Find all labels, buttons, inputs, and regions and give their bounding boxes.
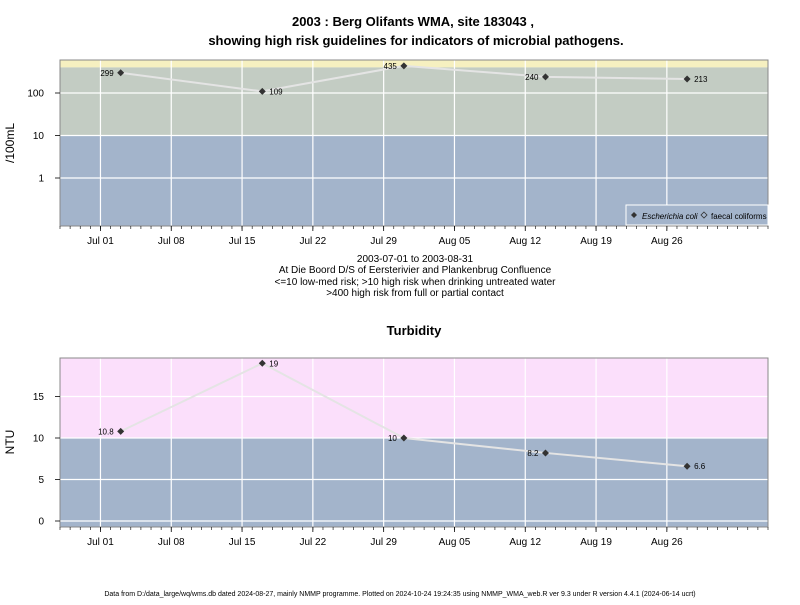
data-label: 8.2 xyxy=(527,449,539,458)
data-label: 299 xyxy=(100,69,114,78)
data-point xyxy=(117,427,125,435)
x-tick-label: Jul 01 xyxy=(87,537,114,548)
legend-marker-ecoli xyxy=(631,212,637,218)
medium-risk-zone xyxy=(60,67,768,136)
x-tick-label: Aug 19 xyxy=(580,236,612,247)
turbidity-title: Turbidity xyxy=(387,323,442,338)
x-tick-label: Jul 22 xyxy=(300,537,327,548)
data-point xyxy=(683,75,691,83)
caption-line-risk2: >400 high risk from full or partial cont… xyxy=(326,288,504,299)
y-axis-label: /100mL xyxy=(3,123,17,163)
x-tick-label: Aug 26 xyxy=(651,537,683,548)
x-tick-label: Aug 26 xyxy=(651,236,683,247)
x-tick-label: Jul 15 xyxy=(229,537,256,548)
data-point xyxy=(258,87,266,95)
legend-item-faecal: faecal coliforms xyxy=(711,212,767,221)
x-tick-label: Jul 29 xyxy=(370,236,397,247)
footer-note: Data from D:/data_large/wq/wms.db dated … xyxy=(104,591,695,598)
x-tick-label: Aug 05 xyxy=(439,537,471,548)
y-axis: 1 10 100 xyxy=(27,89,60,185)
y-tick-label: 15 xyxy=(33,392,45,403)
data-label: 10 xyxy=(388,434,397,443)
data-label: 10.8 xyxy=(98,427,114,436)
grid-lines xyxy=(60,358,768,527)
data-points xyxy=(117,62,691,95)
y-axis: 0 5 10 15 xyxy=(33,392,60,528)
legend: Escherichia coli faecal coliforms xyxy=(625,204,769,226)
data-label: 435 xyxy=(384,62,398,71)
chart-title-line2: showing high risk guidelines for indicat… xyxy=(208,33,623,48)
data-point xyxy=(117,69,125,77)
data-labels: 10.8 19 10 8.2 6.6 xyxy=(98,359,706,471)
data-label: 6.6 xyxy=(694,462,706,471)
caption-line-risk1: <=10 low-med risk; >10 high risk when dr… xyxy=(275,277,557,288)
y-tick-label: 0 xyxy=(38,517,44,528)
y-axis-label: NTU xyxy=(3,430,17,455)
legend-marker-faecal xyxy=(700,211,708,219)
data-point xyxy=(258,359,266,367)
x-tick-label: Aug 12 xyxy=(509,537,541,548)
data-label: 240 xyxy=(525,73,539,82)
high-risk-zone xyxy=(60,358,768,438)
x-axis: Jul 01 Jul 08 Jul 15 Jul 22 Jul 29 Aug 05 Aug … xyxy=(59,226,769,247)
x-tick-label: Aug 19 xyxy=(580,537,612,548)
high-risk-zone xyxy=(60,60,768,68)
data-point xyxy=(400,62,408,70)
grid-lines xyxy=(60,60,768,226)
x-tick-label: Aug 12 xyxy=(509,236,541,247)
legend-box xyxy=(625,204,769,226)
data-point xyxy=(541,449,549,457)
y-tick-label: 10 xyxy=(33,131,45,142)
x-tick-label: Jul 08 xyxy=(158,537,185,548)
data-point xyxy=(541,73,549,81)
data-labels: 299 109 435 240 213 xyxy=(100,62,708,97)
microbial-panel: 299 109 435 240 213 Jul 01 Jul 08 Jul 15 Jul 22… xyxy=(3,59,769,247)
chart-title-line1: 2003 : Berg Olifants WMA, site 183043 , xyxy=(292,14,534,29)
data-label: 19 xyxy=(269,359,278,368)
y-tick-label: 1 xyxy=(38,174,44,185)
data-points xyxy=(117,359,691,470)
caption-line-site: At Die Boord D/S of Eersterivier and Pla… xyxy=(279,265,552,276)
x-tick-label: Aug 05 xyxy=(439,236,471,247)
x-tick-label: Jul 08 xyxy=(158,236,185,247)
data-label: 213 xyxy=(694,75,708,84)
low-risk-zone xyxy=(60,438,768,527)
legend-item-ecoli: Escherichia coli xyxy=(642,212,698,221)
x-tick-label: Jul 01 xyxy=(87,236,114,247)
data-point xyxy=(683,462,691,470)
y-tick-label: 100 xyxy=(27,89,44,100)
data-point xyxy=(400,434,408,442)
caption-line-dates: 2003-07-01 to 2003-08-31 xyxy=(357,254,474,265)
x-tick-label: Jul 15 xyxy=(229,236,256,247)
x-tick-label: Jul 29 xyxy=(370,537,397,548)
y-tick-label: 10 xyxy=(33,434,45,445)
y-tick-label: 5 xyxy=(38,475,44,486)
x-tick-label: Jul 22 xyxy=(300,236,327,247)
x-axis: Jul 01 Jul 08 Jul 15 Jul 22 Jul 29 Aug 05 Aug … xyxy=(59,527,769,548)
data-label: 109 xyxy=(269,87,283,96)
